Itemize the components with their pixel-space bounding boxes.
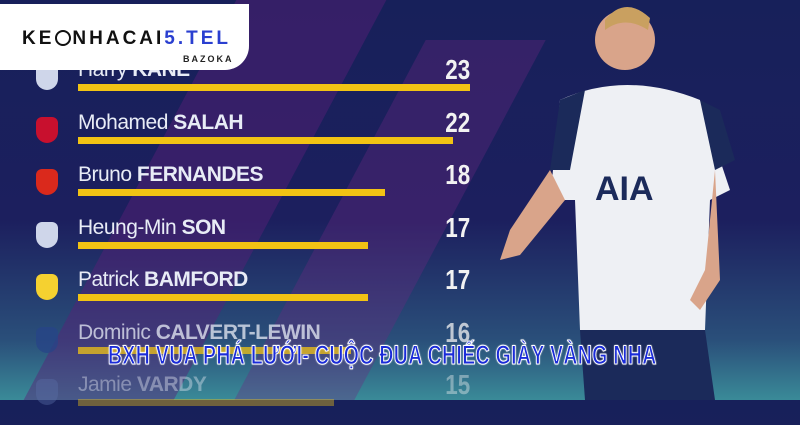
player-name: Heung-Min SON (78, 215, 226, 239)
chart-row: Dominic CALVERT-LEWIN 16 (0, 317, 480, 373)
goal-bar (78, 241, 368, 249)
player-name: Bruno FERNANDES (78, 163, 264, 186)
goal-count-label: 23 (445, 54, 470, 85)
logo-tagline: BAZOKA (183, 54, 234, 64)
player-photo: AIA (500, 6, 735, 400)
goal-count-label: 15 (445, 369, 470, 400)
ball-mascot-icon (55, 30, 72, 46)
goal-bar (78, 346, 351, 354)
club-badge-icon (36, 379, 58, 405)
goal-count-label: 22 (445, 106, 470, 138)
goal-count-label: 17 (445, 211, 470, 243)
banner-title: BXH VUA PHÁ LƯỚI- CUỘC ĐUA CHIẾC GIÀY VÀ… (108, 340, 657, 371)
chart-row: Bruno FERNANDES 18 (0, 159, 480, 215)
player-name: Dominic CALVERT-LEWIN (78, 320, 321, 344)
logo-wordmark: KE NHACAI5.TEL (22, 28, 232, 49)
club-badge-icon (36, 326, 58, 353)
player-name: Jamie VARDY (78, 373, 207, 396)
chart-row: Mohamed SALAH 22 (0, 107, 480, 163)
club-badge-icon (36, 116, 58, 143)
site-logo[interactable]: KE NHACAI5.TEL BAZOKA (0, 4, 249, 70)
goal-bar (78, 294, 368, 301)
chart-row: Heung-Min SON 17 (0, 212, 480, 268)
goal-count-label: 17 (445, 264, 470, 295)
goal-count-label: 18 (445, 159, 470, 190)
club-badge-icon (36, 221, 58, 248)
chart-row: Jamie VARDY 15 (0, 369, 480, 425)
player-name: Patrick BAMFORD (78, 268, 248, 291)
club-badge-icon (36, 64, 58, 90)
goal-bar (78, 136, 453, 144)
player-name: Mohamed SALAH (78, 110, 244, 134)
goal-bar (78, 189, 385, 196)
svg-text:AIA: AIA (595, 170, 654, 208)
club-badge-icon (36, 274, 58, 300)
goal-bar (78, 84, 470, 91)
goal-count-label: 16 (445, 316, 470, 348)
club-badge-icon (36, 169, 58, 195)
chart-row: Patrick BAMFORD 17 (0, 264, 480, 320)
goal-bar (78, 399, 334, 406)
